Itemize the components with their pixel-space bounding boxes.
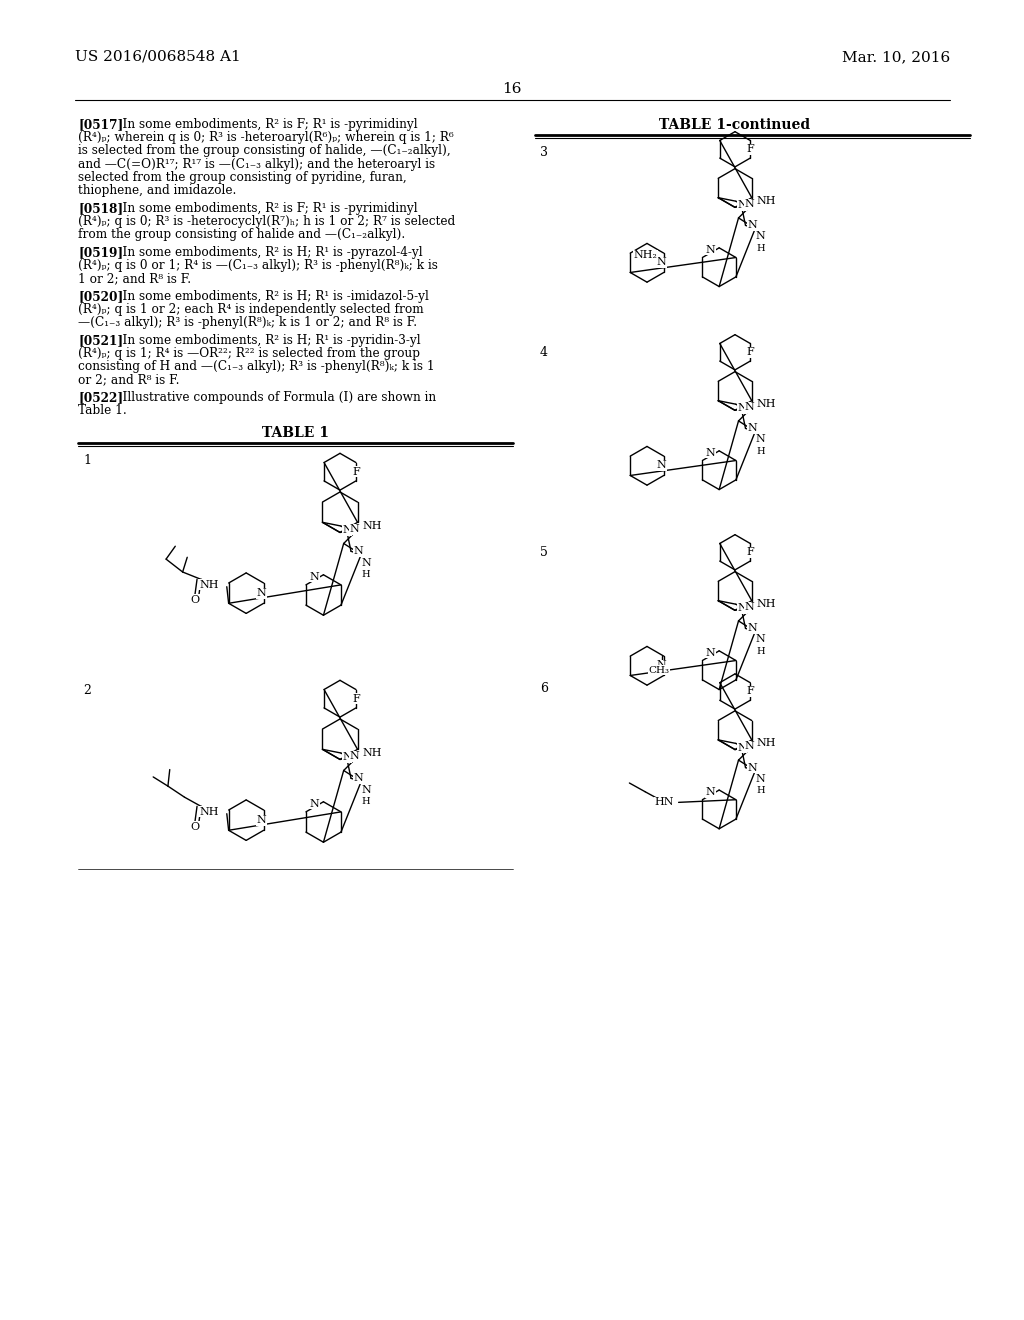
Text: N: N xyxy=(309,799,319,809)
Text: N: N xyxy=(756,774,765,784)
Text: and —C(=O)R¹⁷; R¹⁷ is —(C₁₋₃ alkyl); and the heteroaryl is: and —C(=O)R¹⁷; R¹⁷ is —(C₁₋₃ alkyl); and… xyxy=(78,157,435,170)
Text: NH: NH xyxy=(199,807,218,817)
Text: from the group consisting of halide and —(C₁₋₂alkyl).: from the group consisting of halide and … xyxy=(78,228,406,242)
Text: NH: NH xyxy=(199,579,218,590)
Text: N: N xyxy=(706,447,715,458)
Text: NH: NH xyxy=(362,747,382,758)
Text: N: N xyxy=(349,524,359,535)
Text: In some embodiments, R² is F; R¹ is -pyrimidinyl: In some embodiments, R² is F; R¹ is -pyr… xyxy=(106,202,418,215)
Text: H: H xyxy=(756,647,765,656)
Text: In some embodiments, R² is H; R¹ is -imidazol-5-yl: In some embodiments, R² is H; R¹ is -imi… xyxy=(106,290,429,302)
Text: selected from the group consisting of pyridine, furan,: selected from the group consisting of py… xyxy=(78,170,407,183)
Text: US 2016/0068548 A1: US 2016/0068548 A1 xyxy=(75,50,241,63)
Text: [0522]: [0522] xyxy=(78,391,123,404)
Text: NH: NH xyxy=(757,399,776,409)
Text: 4: 4 xyxy=(540,346,548,359)
Text: F: F xyxy=(746,686,754,696)
Text: N: N xyxy=(748,424,758,433)
Text: N: N xyxy=(656,660,667,671)
Text: thiophene, and imidazole.: thiophene, and imidazole. xyxy=(78,183,237,197)
Text: N: N xyxy=(744,199,754,210)
Text: N: N xyxy=(748,220,758,231)
Text: Illustrative compounds of Formula (I) are shown in: Illustrative compounds of Formula (I) ar… xyxy=(106,391,436,404)
Text: N: N xyxy=(349,751,359,762)
Text: Mar. 10, 2016: Mar. 10, 2016 xyxy=(842,50,950,63)
Text: N: N xyxy=(656,461,667,470)
Text: (R⁴)ₚ; wherein q is 0; R³ is -heteroaryl(R⁶)ₚ; wherein q is 1; R⁶: (R⁴)ₚ; wherein q is 0; R³ is -heteroaryl… xyxy=(78,131,454,144)
Text: N: N xyxy=(361,557,371,568)
Text: H: H xyxy=(756,244,765,253)
Text: N: N xyxy=(342,525,352,536)
Text: [0518]: [0518] xyxy=(78,202,123,215)
Text: N: N xyxy=(257,816,266,825)
Text: H: H xyxy=(361,570,371,579)
Text: F: F xyxy=(352,694,359,704)
Text: [0519]: [0519] xyxy=(78,246,123,259)
Text: N: N xyxy=(737,603,746,614)
Text: N: N xyxy=(744,742,754,751)
Text: HN: HN xyxy=(655,797,675,808)
Text: H: H xyxy=(756,447,765,455)
Text: 6: 6 xyxy=(540,682,548,696)
Text: is selected from the group consisting of halide, —(C₁₋₂alkyl),: is selected from the group consisting of… xyxy=(78,144,451,157)
Text: (R⁴)ₚ; q is 0 or 1; R⁴ is —(C₁₋₃ alkyl); R³ is -phenyl(R⁸)ₖ; k is: (R⁴)ₚ; q is 0 or 1; R⁴ is —(C₁₋₃ alkyl);… xyxy=(78,259,438,272)
Text: 1 or 2; and R⁸ is F.: 1 or 2; and R⁸ is F. xyxy=(78,272,191,285)
Text: [0520]: [0520] xyxy=(78,290,123,302)
Text: N: N xyxy=(737,743,746,752)
Text: 2: 2 xyxy=(83,684,91,697)
Text: F: F xyxy=(746,144,754,154)
Text: N: N xyxy=(257,589,266,598)
Text: O: O xyxy=(190,594,200,605)
Text: N: N xyxy=(744,403,754,412)
Text: F: F xyxy=(746,546,754,557)
Text: (R⁴)ₚ; q is 1 or 2; each R⁴ is independently selected from: (R⁴)ₚ; q is 1 or 2; each R⁴ is independe… xyxy=(78,304,424,315)
Text: N: N xyxy=(748,763,758,772)
Text: TABLE 1: TABLE 1 xyxy=(262,426,329,440)
Text: N: N xyxy=(706,787,715,797)
Text: N: N xyxy=(361,784,371,795)
Text: NH₂: NH₂ xyxy=(634,249,657,260)
Text: 3: 3 xyxy=(540,147,548,158)
Text: N: N xyxy=(756,231,765,242)
Text: TABLE 1-continued: TABLE 1-continued xyxy=(659,117,811,132)
Text: NH: NH xyxy=(757,738,776,748)
Text: or 2; and R⁸ is F.: or 2; and R⁸ is F. xyxy=(78,374,179,387)
Text: H: H xyxy=(756,787,765,795)
Text: N: N xyxy=(748,623,758,634)
Text: N: N xyxy=(353,774,362,783)
Text: CH₃: CH₃ xyxy=(648,665,670,675)
Text: 1: 1 xyxy=(83,454,91,467)
Text: (R⁴)ₚ; q is 1; R⁴ is —OR²²; R²² is selected from the group: (R⁴)ₚ; q is 1; R⁴ is —OR²²; R²² is selec… xyxy=(78,347,420,360)
Text: N: N xyxy=(706,244,715,255)
Text: 16: 16 xyxy=(502,82,522,96)
Text: N: N xyxy=(756,635,765,644)
Text: Table 1.: Table 1. xyxy=(78,404,127,417)
Text: N: N xyxy=(737,404,746,413)
Text: N: N xyxy=(744,602,754,612)
Text: N: N xyxy=(756,434,765,445)
Text: N: N xyxy=(309,572,319,582)
Text: F: F xyxy=(352,467,359,477)
Text: NH: NH xyxy=(757,195,776,206)
Text: In some embodiments, R² is F; R¹ is -pyrimidinyl: In some embodiments, R² is F; R¹ is -pyr… xyxy=(106,117,418,131)
Text: N: N xyxy=(342,752,352,763)
Text: [0521]: [0521] xyxy=(78,334,123,347)
Text: O: O xyxy=(190,821,200,832)
Text: —(C₁₋₃ alkyl); R³ is -phenyl(R⁸)ₖ; k is 1 or 2; and R⁸ is F.: —(C₁₋₃ alkyl); R³ is -phenyl(R⁸)ₖ; k is … xyxy=(78,317,417,329)
Text: NH: NH xyxy=(757,599,776,609)
Text: N: N xyxy=(353,546,362,556)
Text: [0517]: [0517] xyxy=(78,117,123,131)
Text: H: H xyxy=(361,797,371,807)
Text: (R⁴)ₚ; q is 0; R³ is -heterocyclyl(R⁷)ₕ; h is 1 or 2; R⁷ is selected: (R⁴)ₚ; q is 0; R³ is -heterocyclyl(R⁷)ₕ;… xyxy=(78,215,456,228)
Text: N: N xyxy=(737,201,746,210)
Text: N: N xyxy=(656,257,667,268)
Text: NH: NH xyxy=(362,521,382,531)
Text: 5: 5 xyxy=(540,546,548,558)
Text: In some embodiments, R² is H; R¹ is -pyridin-3-yl: In some embodiments, R² is H; R¹ is -pyr… xyxy=(106,334,421,347)
Text: consisting of H and —(C₁₋₃ alkyl); R³ is -phenyl(R⁸)ₖ; k is 1: consisting of H and —(C₁₋₃ alkyl); R³ is… xyxy=(78,360,434,374)
Text: F: F xyxy=(746,347,754,358)
Text: N: N xyxy=(706,648,715,657)
Text: In some embodiments, R² is H; R¹ is -pyrazol-4-yl: In some embodiments, R² is H; R¹ is -pyr… xyxy=(106,246,423,259)
